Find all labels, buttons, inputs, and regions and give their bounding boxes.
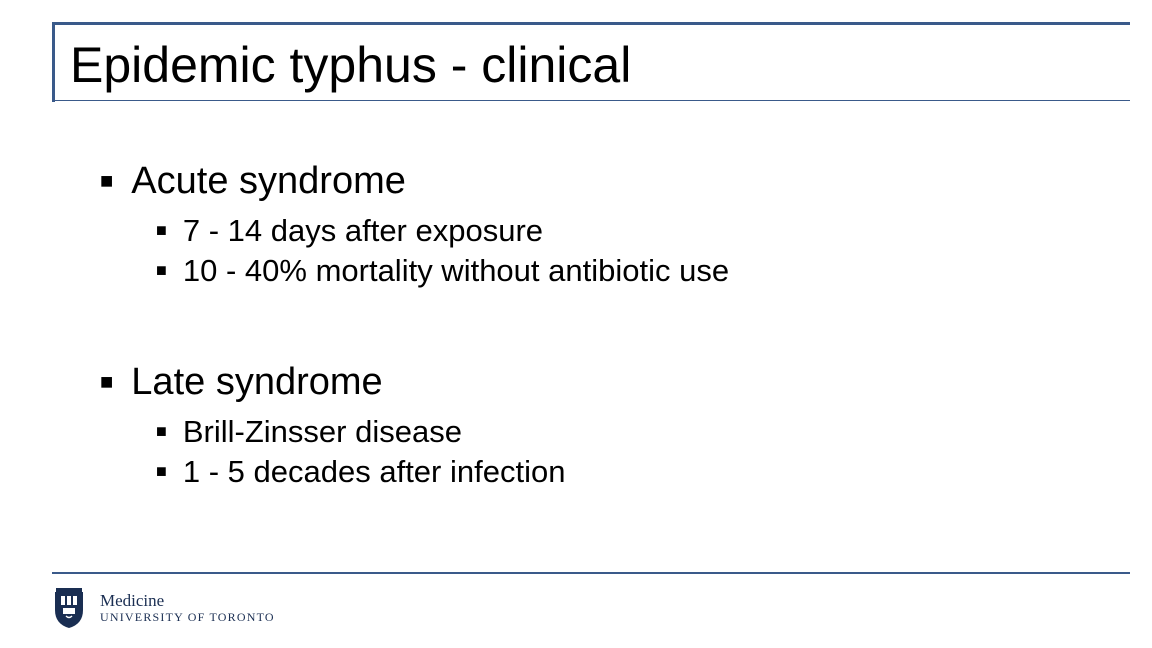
square-bullet-icon: ■ (100, 170, 113, 192)
bullet-text: 1 - 5 decades after infection (183, 454, 566, 490)
slide-title: Epidemic typhus - clinical (70, 36, 631, 94)
footer: Medicine UNIVERSITY OF TORONTO (52, 586, 275, 630)
footer-line1: Medicine (100, 591, 275, 611)
footer-line2: UNIVERSITY OF TORONTO (100, 611, 275, 625)
square-bullet-icon: ■ (100, 371, 113, 393)
top-rule (52, 22, 1130, 25)
bullet-lvl2: ■ 10 - 40% mortality without antibiotic … (156, 253, 1092, 289)
bullet-lvl2: ■ 7 - 14 days after exposure (156, 213, 1092, 249)
bullet-lvl1: ■ Late syndrome (100, 361, 1092, 404)
bullet-text: Acute syndrome (131, 160, 406, 203)
university-crest-icon (52, 586, 86, 630)
square-bullet-icon: ■ (156, 221, 167, 239)
bullet-lvl1: ■ Acute syndrome (100, 160, 1092, 203)
bottom-rule (52, 572, 1130, 574)
bullet-text: 7 - 14 days after exposure (183, 213, 543, 249)
title-left-rule (52, 22, 55, 102)
slide-content: ■ Acute syndrome ■ 7 - 14 days after exp… (100, 150, 1092, 492)
bullet-text: Brill-Zinsser disease (183, 414, 462, 450)
bullet-lvl2: ■ Brill-Zinsser disease (156, 414, 1092, 450)
bullet-text: 10 - 40% mortality without antibiotic us… (183, 253, 729, 289)
square-bullet-icon: ■ (156, 422, 167, 440)
title-underline (52, 100, 1130, 101)
footer-text: Medicine UNIVERSITY OF TORONTO (100, 591, 275, 624)
square-bullet-icon: ■ (156, 261, 167, 279)
bullet-lvl2: ■ 1 - 5 decades after infection (156, 454, 1092, 490)
bullet-text: Late syndrome (131, 361, 382, 404)
square-bullet-icon: ■ (156, 462, 167, 480)
spacer (100, 291, 1092, 351)
